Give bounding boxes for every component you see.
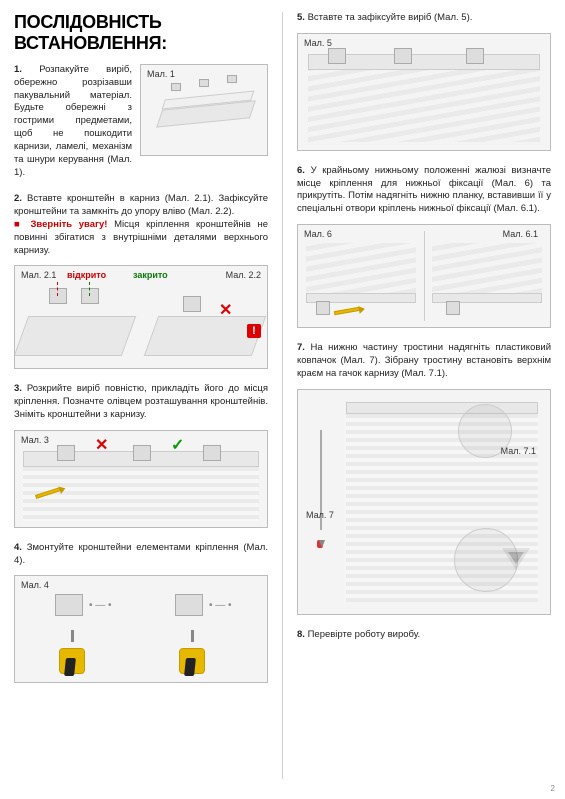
cross-icon: ✕ — [219, 300, 232, 320]
fig3-label: Мал. 3 — [21, 435, 49, 445]
step6-num: 6. — [297, 165, 305, 176]
check-icon: ✓ — [171, 435, 184, 455]
figure-6: Мал. 6 Мал. 6.1 — [297, 224, 551, 328]
step5-body: Вставте та зафіксуйте виріб (Мал. 5). — [308, 12, 473, 23]
figure-2: Мал. 2.1 відкрито закрито Мал. 2.2 ✕ ! — [14, 265, 268, 369]
cross-icon: ✕ — [95, 435, 108, 455]
step7-num: 7. — [297, 342, 305, 353]
figure-3: Мал. 3 ✕ ✓ — [14, 430, 268, 528]
step1-body: Розпакуйте виріб, обережно розрізавши па… — [14, 64, 132, 178]
main-title: ПОСЛІДОВНІСТЬ ВСТАНОВЛЕННЯ: — [14, 12, 268, 54]
left-column: ПОСЛІДОВНІСТЬ ВСТАНОВЛЕННЯ: 1. Розпакуйт… — [14, 12, 268, 779]
fig61-label: Мал. 6.1 — [503, 229, 538, 239]
step7-text: 7. На нижню частину тростини надягніть п… — [297, 342, 551, 380]
step1-row: 1. Розпакуйте виріб, обережно розрізавши… — [14, 64, 268, 179]
fig2-open: відкрито — [67, 270, 106, 280]
fig71-label: Мал. 7.1 — [501, 446, 536, 456]
warning-icon: ! — [247, 324, 261, 338]
drill-icon — [51, 630, 95, 674]
step1-num: 1. — [14, 64, 22, 75]
step6-body: У крайньому нижньому положенні жалюзі ви… — [297, 165, 551, 214]
fig2-closed: закрито — [133, 270, 168, 280]
step1-text: 1. Розпакуйте виріб, обережно розрізавши… — [14, 64, 132, 179]
arrow-down-icon — [508, 552, 524, 564]
step2-body-a: Вставте кронштейн в карниз (Мал. 2.1). З… — [14, 193, 268, 217]
step3-num: 3. — [14, 383, 22, 394]
fig7-label: Мал. 7 — [306, 510, 334, 520]
step8-text: 8. Перевірте роботу виробу. — [297, 629, 551, 642]
step2-warn-label: Зверніть увагу! — [30, 219, 107, 230]
step4-body: Змонтуйте кронштейни елементами кріпленн… — [14, 542, 268, 566]
figure-4: Мал. 4 • ― • • ― • — [14, 575, 268, 683]
step8-num: 8. — [297, 629, 305, 640]
column-divider — [282, 12, 283, 779]
step8-body: Перевірте роботу виробу. — [308, 629, 421, 640]
figure-5: Мал. 5 — [297, 33, 551, 151]
step6-text: 6. У крайньому нижньому положенні жалюзі… — [297, 165, 551, 216]
figure-1: Мал. 1 — [140, 64, 268, 156]
step3-text: 3. Розкрийте виріб повністю, прикладіть … — [14, 383, 268, 421]
step2-text: 2. Вставте кронштейн в карниз (Мал. 2.1)… — [14, 193, 268, 257]
step5-text: 5. Вставте та зафіксуйте виріб (Мал. 5). — [297, 12, 551, 25]
page: ПОСЛІДОВНІСТЬ ВСТАНОВЛЕННЯ: 1. Розпакуйт… — [0, 0, 565, 799]
step4-num: 4. — [14, 542, 22, 553]
step5-num: 5. — [297, 12, 305, 23]
fig21-label: Мал. 2.1 — [21, 270, 56, 280]
step4-text: 4. Змонтуйте кронштейни елементами кріпл… — [14, 542, 268, 568]
fig4-label: Мал. 4 — [21, 580, 49, 590]
step7-body: На нижню частину тростини надягніть плас… — [297, 342, 551, 379]
fig22-label: Мал. 2.2 — [226, 270, 261, 280]
pencil-icon — [334, 307, 360, 315]
fig5-label: Мал. 5 — [304, 38, 332, 48]
figure-7: Мал. 7 Мал. 7.1 — [297, 389, 551, 615]
page-number: 2 — [551, 784, 555, 793]
drill-icon — [171, 630, 215, 674]
fig6-label: Мал. 6 — [304, 229, 332, 239]
step3-body: Розкрийте виріб повністю, прикладіть йог… — [14, 383, 268, 420]
right-column: 5. Вставте та зафіксуйте виріб (Мал. 5).… — [297, 12, 551, 779]
fig1-label: Мал. 1 — [147, 69, 175, 79]
step2-num: 2. — [14, 193, 22, 204]
